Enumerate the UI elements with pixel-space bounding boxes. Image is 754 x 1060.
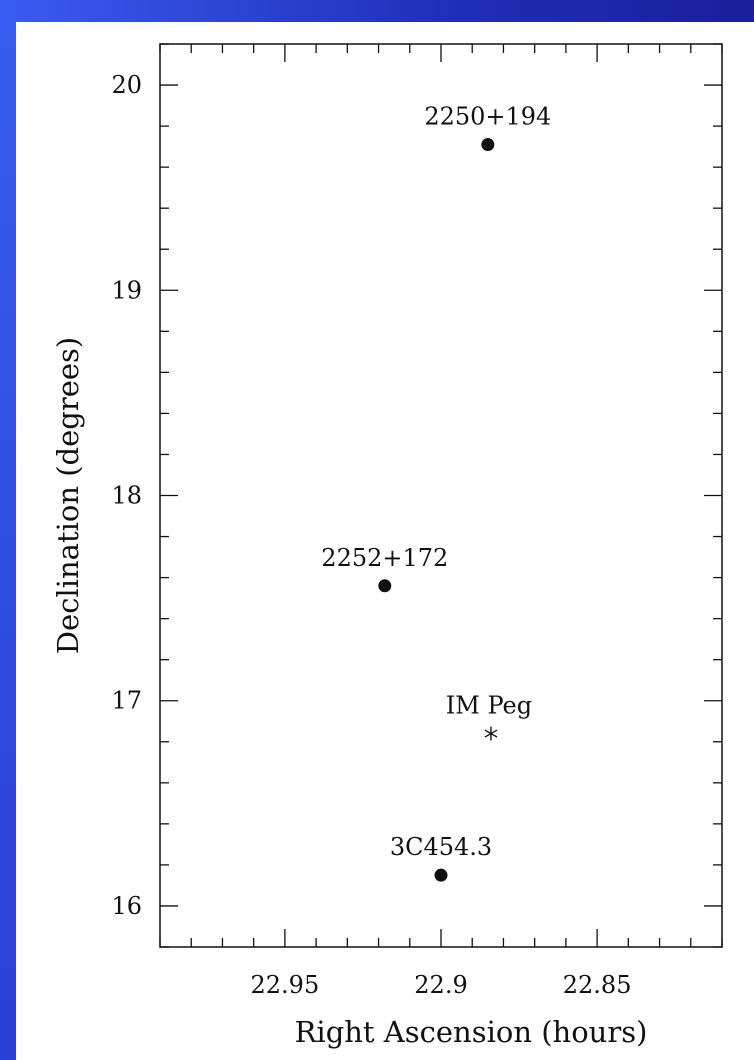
x-tick-label: 22.85 [563, 971, 632, 999]
x-axis-title: Right Ascension (hours) [295, 1015, 648, 1049]
plot-frame [159, 43, 723, 948]
axis-ticks [159, 43, 723, 948]
x-tick-labels: 22.95 22.9 22.85 [251, 971, 632, 999]
slide-top-bar [0, 0, 754, 22]
data-points: 2250+194 2252+172 IM Peg 3C454.3 [321, 103, 551, 882]
point-marker-asterisk [484, 726, 498, 741]
point-marker [378, 579, 392, 593]
slide-left-bar [0, 0, 16, 1060]
y-tick-label: 18 [111, 482, 142, 510]
y-tick-labels: 16 17 18 19 20 [111, 71, 142, 920]
point-marker [481, 138, 495, 152]
y-tick-label: 16 [111, 892, 142, 920]
y-tick-label: 17 [111, 687, 142, 715]
x-tick-label: 22.9 [414, 971, 467, 999]
y-tick-label: 20 [111, 71, 142, 99]
y-axis-title: Declination (degrees) [51, 337, 85, 654]
point-label: 2252+172 [321, 544, 448, 572]
x-tick-label: 22.95 [251, 971, 320, 999]
point-label: IM Peg [446, 692, 532, 720]
point-marker [434, 868, 448, 882]
point-label: 2250+194 [424, 103, 551, 131]
plot-panel [16, 22, 754, 1060]
point-label: 3C454.3 [390, 833, 492, 861]
y-tick-label: 19 [111, 276, 142, 304]
